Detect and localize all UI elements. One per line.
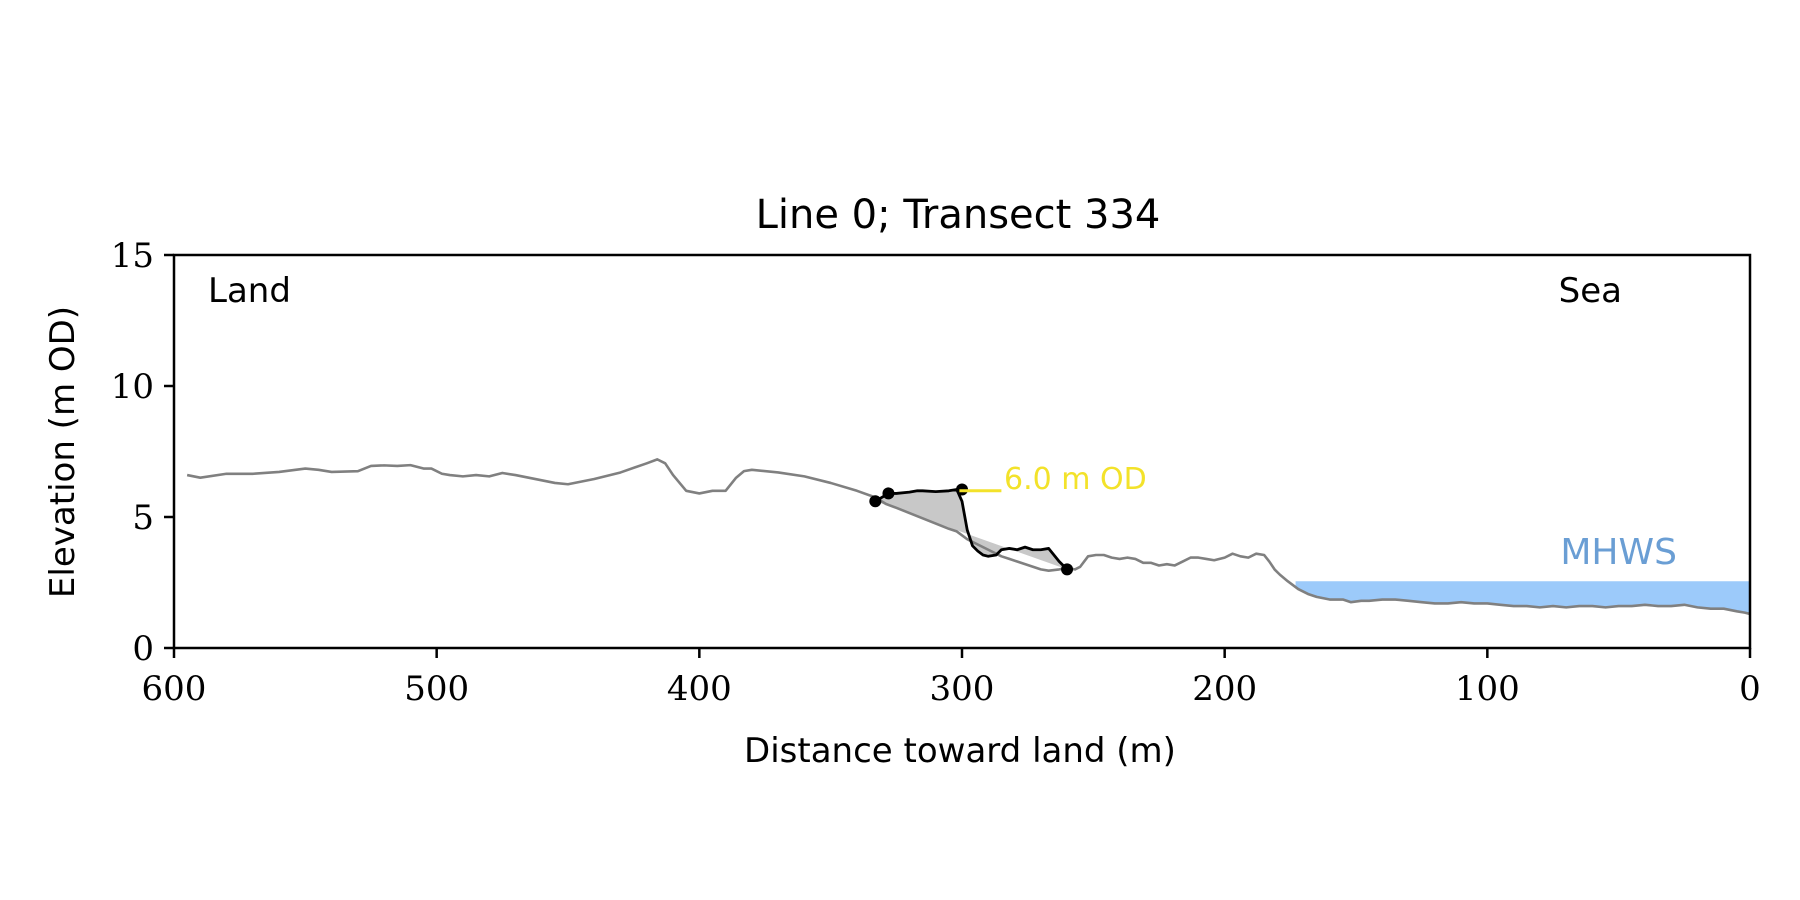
feature-line — [874, 488, 1069, 571]
x-tick-label: 0 — [1739, 669, 1761, 709]
y-tick-label: 0 — [132, 629, 154, 669]
y-axis: 0 5 10 15 — [111, 236, 174, 669]
y-tick-label: 15 — [111, 236, 154, 276]
x-axis: 600 500 400 300 200 100 0 — [142, 648, 1761, 709]
od-level-label: 6.0 m OD — [1004, 462, 1147, 497]
x-tick-label: 600 — [142, 669, 207, 709]
y-tick-label: 10 — [111, 367, 154, 407]
mhws-label: MHWS — [1560, 532, 1677, 573]
sea-label: Sea — [1559, 271, 1622, 311]
x-tick-label: 300 — [930, 669, 995, 709]
key-point-1 — [869, 495, 882, 508]
x-axis-label: Distance toward land (m) — [744, 731, 1176, 771]
y-tick-label: 5 — [132, 498, 154, 538]
mhws-water-fill — [1295, 581, 1750, 614]
x-tick-label: 500 — [404, 669, 469, 709]
x-tick-label: 200 — [1192, 669, 1257, 709]
shaded-area — [875, 489, 1068, 570]
plot-area: 6.0 m OD MHWS — [186, 458, 1751, 616]
y-axis-label: Elevation (m OD) — [43, 306, 83, 598]
x-tick-label: 400 — [667, 669, 732, 709]
key-point-2 — [882, 487, 895, 500]
x-tick-label: 100 — [1455, 669, 1520, 709]
key-point-4 — [1061, 563, 1074, 576]
chart-title: Line 0; Transect 334 — [756, 192, 1161, 238]
land-label: Land — [208, 271, 291, 311]
